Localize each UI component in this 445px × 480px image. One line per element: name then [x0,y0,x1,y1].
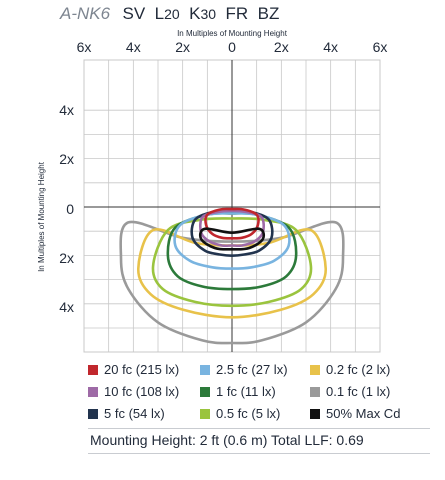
legend-swatch [310,365,320,375]
legend-item: 2.5 fc (27 lx) [200,362,288,382]
legend-label: 1 fc (11 lx) [216,384,276,399]
contour-0-1-fc [119,220,345,345]
legend-label: 20 fc (215 lx) [104,362,180,377]
legend-item: 1 fc (11 lx) [200,384,276,404]
legend-label: 0.5 fc (5 lx) [216,406,281,421]
x-tick-label: 2x [274,39,289,55]
legend-label: 50% Max Cd [326,406,401,421]
y-tick-label: 2x [59,250,74,266]
y-tick-label: 0 [66,201,74,217]
y-tick-label: 2x [59,151,74,167]
legend-item: 20 fc (215 lx) [88,362,179,382]
legend-swatch [200,365,210,375]
legend-swatch [310,409,320,419]
legend-item: 0.2 fc (2 lx) [310,362,390,382]
contour-0-5-fc [151,217,313,308]
legend-label: 5 fc (54 lx) [104,406,165,421]
contours [119,207,345,345]
legend-label: 0.2 fc (2 lx) [326,362,391,377]
footer-divider [88,453,430,454]
chart-title: A-NK6 SV L20 K30 FR BZ [60,4,279,26]
legend-label: 0.1 fc (1 lx) [326,384,391,399]
contour-2-5-fc [173,212,291,270]
legend-item: 10 fc (108 lx) [88,384,179,404]
legend-item: 50% Max Cd [310,406,400,426]
title-part-lumen-prefix: L [154,4,165,23]
y-tick-label: 4x [59,102,74,118]
legend-item: 0.5 fc (5 lx) [200,406,280,426]
title-part-distribution: SV [122,4,146,23]
legend-swatch [200,387,210,397]
title-part-lens: FR [225,4,249,23]
title-part-cct-prefix: K [189,4,201,23]
legend-item: 5 fc (54 lx) [88,406,165,426]
title-part-finish: BZ [257,4,280,23]
contour-50-max-cd [198,227,266,251]
legend-swatch [88,365,98,375]
title-part-cct-value: 30 [200,6,217,22]
legend-swatch [310,387,320,397]
x-tick-label: 6x [373,39,388,55]
x-tick-label: 4x [323,39,338,55]
y-axis-label: In Multiples of Mounting Height [37,161,46,272]
legend-swatch [88,409,98,419]
legend-swatch [88,387,98,397]
contour-20-fc [204,207,260,240]
x-tick-label: 4x [126,39,141,55]
legend-item: 0.1 fc (1 lx) [310,384,390,404]
contour-10-fc [198,209,266,248]
grid [83,59,381,353]
x-axis-label: In Multiples of Mounting Height [177,29,288,38]
title-part-lumen-value: 20 [164,6,180,22]
legend-label: 10 fc (108 lx) [104,384,180,399]
x-tick-label: 0 [228,39,236,55]
x-tick-label: 2x [175,39,190,55]
isofootcandle-plot: 6x 4x 2x 0 2x 4x 6x 4x 2x 0 2x 4x In Multiples of M… [37,29,387,353]
legend-label: 2.5 fc (27 lx) [216,362,288,377]
model-name: A-NK6 [60,4,111,23]
mounting-height-note: Mounting Height: 2 ft (0.6 m) Total LLF:… [90,432,364,448]
x-tick-label: 6x [77,39,92,55]
y-tick-label: 4x [59,299,74,315]
legend-divider [88,428,430,429]
axes: 6x 4x 2x 0 2x 4x 6x 4x 2x 0 2x 4x [59,39,387,315]
legend-swatch [200,409,210,419]
